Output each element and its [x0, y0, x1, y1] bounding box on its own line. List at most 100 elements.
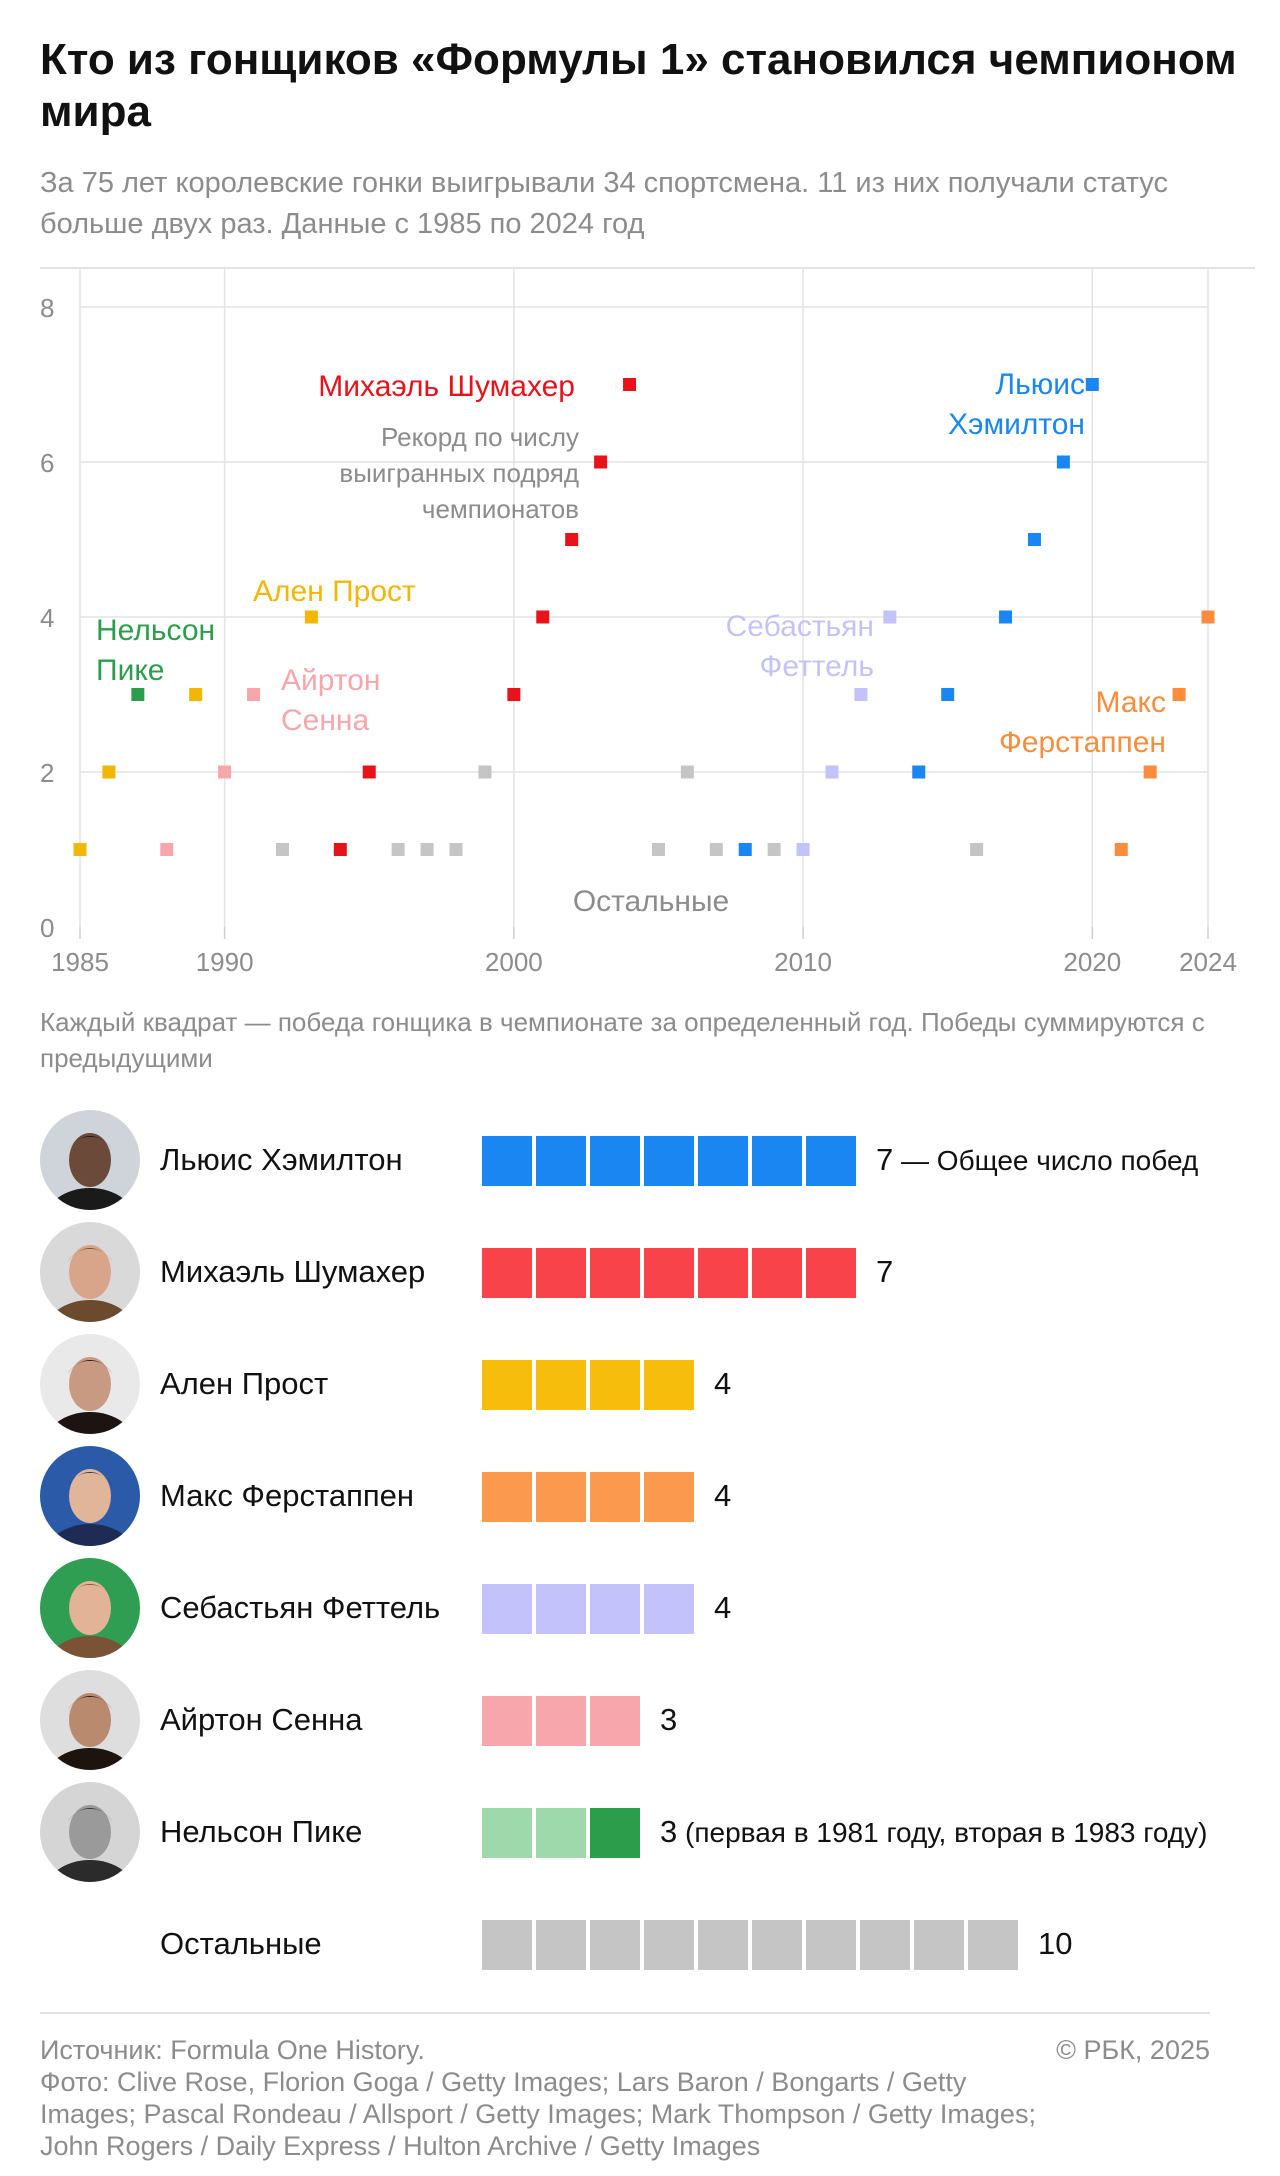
data-point-prost [73, 843, 87, 856]
chart-subtitle: За 75 лет королевские гонки выигрывали 3… [40, 167, 1168, 240]
win-count-value: 4 [714, 1478, 732, 1513]
data-point-others [391, 843, 405, 856]
chart-points [73, 378, 1215, 856]
win-square [536, 1248, 586, 1298]
photo-credits: Фото: Clive Rose, Florion Goga / Getty I… [40, 2067, 1036, 2161]
driver-name: Макс Ферстаппен [160, 1478, 415, 1513]
data-point-others [275, 843, 289, 856]
win-square [968, 1920, 1018, 1970]
data-point-others [767, 843, 781, 856]
chart-title: Кто из гонщиков «Формулы 1» становился ч… [40, 35, 1237, 136]
hamilton-label: Хэмилтон [948, 408, 1085, 441]
win-square [860, 1920, 910, 1970]
data-point-others [420, 843, 434, 856]
win-square [482, 1920, 532, 1970]
chart-caption: Каждый квадрат — победа гонщика в чемпио… [40, 1007, 1205, 1073]
win-square [698, 1248, 748, 1298]
hamilton-label: Льюис [995, 368, 1085, 401]
data-point-hamilton [941, 688, 955, 701]
driver-row-senna: Айртон Сенна 3 [0, 1670, 1280, 1770]
chart-grid [79, 268, 1209, 927]
record-note: чемпионатов [422, 494, 579, 524]
driver-name: Льюис Хэмилтон [160, 1142, 403, 1177]
data-point-others [478, 765, 492, 779]
win-square [482, 1472, 532, 1522]
data-point-hamilton [1085, 378, 1099, 391]
win-count: 4 [714, 1588, 731, 1629]
data-point-verstappen [1172, 688, 1186, 701]
win-count-value: 4 [714, 1590, 732, 1625]
win-square [536, 1808, 586, 1858]
driver-name: Ален Прост [160, 1366, 329, 1401]
data-point-others [449, 843, 463, 856]
win-square [806, 1248, 856, 1298]
win-square [482, 1808, 532, 1858]
data-point-vettel [825, 765, 839, 779]
data-point-hamilton [1056, 455, 1070, 469]
data-point-senna [218, 765, 232, 779]
data-point-verstappen [1143, 765, 1157, 779]
driver-row-vettel: Себастьян Феттель 4 [0, 1558, 1280, 1658]
driver-row-schumacher: Михаэль Шумахер 7 [0, 1222, 1280, 1322]
vettel-portrait-icon [40, 1558, 140, 1658]
schumacher-portrait-icon [40, 1222, 140, 1322]
x-tick-label: 1990 [196, 947, 254, 977]
data-point-schumacher [507, 688, 521, 701]
copyright: © РБК, 2025 [1056, 2035, 1210, 2065]
win-square [590, 1248, 640, 1298]
senna-portrait-icon [40, 1670, 140, 1770]
win-square [590, 1808, 640, 1858]
data-point-prost [102, 765, 116, 779]
win-count-value: 7 [876, 1142, 894, 1177]
win-square [644, 1472, 694, 1522]
senna-label: Сенна [281, 704, 369, 737]
win-square [482, 1248, 532, 1298]
win-square [698, 1920, 748, 1970]
prost-label: Ален Прост [253, 575, 416, 608]
win-count: 7 [876, 1252, 893, 1293]
driver-name: Себастьян Феттель [160, 1590, 441, 1625]
piquet-portrait-icon [40, 1782, 140, 1882]
y-tick-label: 0 [40, 913, 54, 943]
data-point-hamilton [738, 843, 752, 856]
x-tick-label: 1985 [51, 947, 109, 977]
driver-row-piquet: Нельсон Пике 3 (первая в 1981 году, втора… [0, 1782, 1280, 1882]
win-square [590, 1696, 640, 1746]
driver-row-hamilton: Льюис Хэмилтон 7 — Общее число побед [0, 1110, 1280, 1210]
win-square [590, 1360, 640, 1410]
win-square [536, 1696, 586, 1746]
driver-name: Айртон Сенна [160, 1702, 363, 1737]
data-point-verstappen [1114, 843, 1128, 856]
data-point-hamilton [999, 610, 1013, 624]
verstappen-label: Ферстаппен [999, 726, 1166, 759]
win-square [590, 1920, 640, 1970]
win-count: 3 [660, 1700, 677, 1741]
win-square [752, 1248, 802, 1298]
win-count: 10 [1038, 1924, 1072, 1965]
win-square [644, 1248, 694, 1298]
win-square [482, 1584, 532, 1634]
verstappen-label: Макс [1096, 686, 1166, 719]
driver-row-prost: Ален Прост 4 [0, 1334, 1280, 1434]
schumacher-label: Михаэль Шумахер [318, 370, 575, 403]
record-note: выигранных подряд [339, 458, 579, 488]
win-count-note: — Общее число побед [893, 1145, 1199, 1176]
win-square [752, 1920, 802, 1970]
piquet-label: Пике [96, 654, 164, 687]
data-point-schumacher [623, 378, 637, 391]
data-point-verstappen [1201, 610, 1215, 624]
data-point-hamilton [1027, 533, 1041, 546]
win-square [536, 1360, 586, 1410]
win-square [482, 1136, 532, 1186]
win-count-value: 10 [1038, 1926, 1073, 1961]
prost-portrait-icon [40, 1334, 140, 1434]
win-square [644, 1920, 694, 1970]
win-count-value: 4 [714, 1366, 732, 1401]
data-point-schumacher [594, 455, 608, 469]
win-square [698, 1136, 748, 1186]
data-point-others [970, 843, 984, 856]
win-square [536, 1136, 586, 1186]
driver-row-verstappen: Макс Ферстаппен 4 [0, 1446, 1280, 1546]
vettel-label: Феттель [760, 650, 874, 683]
win-square [644, 1360, 694, 1410]
